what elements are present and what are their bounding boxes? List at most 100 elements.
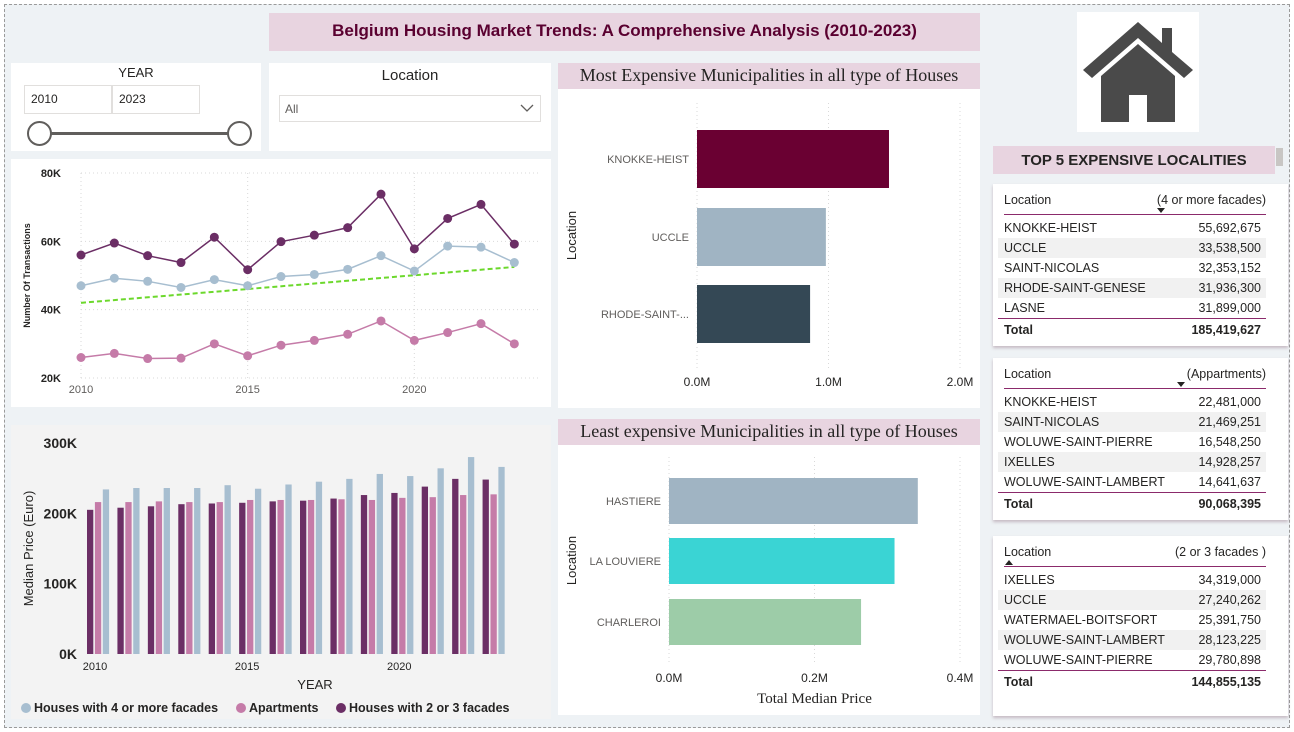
category-label: KNOKKE-HEIST (607, 154, 689, 166)
bar (239, 502, 246, 654)
col-value[interactable]: (4 or more facades) (1156, 193, 1266, 207)
series-line (80, 245, 515, 289)
bar (117, 507, 124, 654)
data-point (143, 251, 153, 261)
location-dropdown[interactable]: All (279, 95, 541, 122)
top5-scrollbar[interactable] (1276, 148, 1283, 166)
table-row[interactable]: KNOKKE-HEIST 55,692,675 (1004, 221, 1261, 235)
data-point (509, 258, 519, 268)
bar (315, 481, 323, 654)
legend-label: Houses with 4 or more facades (34, 701, 218, 715)
y-tick-label: 20K (41, 373, 61, 385)
y-tick-label: 80K (41, 168, 61, 180)
col-location[interactable]: Location (1004, 545, 1052, 559)
x-axis-label: Total Median Price (757, 691, 872, 707)
bar (208, 503, 216, 654)
y-tick-label: 100K (44, 576, 77, 592)
table-row[interactable]: WATERMAEL-BOITSFORT 25,391,750 (1004, 613, 1261, 627)
table-row[interactable]: WOLUWE-SAINT-PIERRE 29,780,898 (1004, 653, 1261, 667)
col-location[interactable]: Location (1004, 367, 1052, 381)
bar (376, 473, 383, 654)
data-point (409, 244, 419, 254)
bar (697, 208, 826, 266)
data-point (409, 335, 419, 345)
year-from-input[interactable]: 2010 (24, 85, 112, 114)
bar (368, 499, 376, 654)
x-tick-label: 2015 (235, 661, 259, 673)
table-row[interactable]: SAINT-NICOLAS 21,469,251 (998, 412, 1266, 432)
series-line (80, 192, 515, 271)
y-axis-label: Location (564, 536, 579, 585)
x-tick-label: 2010 (69, 384, 93, 396)
data-point (309, 269, 319, 279)
page-title: Belgium Housing Market Trends: A Compreh… (269, 13, 980, 51)
data-point (343, 264, 353, 274)
bar (178, 504, 185, 654)
least-expensive-chart: Least expensive Municipalities in all ty… (558, 419, 980, 715)
x-tick-label: 0.0M (684, 375, 711, 389)
transactions-line-chart: 80K 60K 40K 20K 2010 2015 2020 Number Of Transa… (22, 168, 541, 396)
data-point (143, 276, 153, 286)
bar (399, 497, 406, 654)
data-point (276, 272, 286, 282)
data-point (376, 251, 386, 261)
most-expensive-chart: Most Expensive Municipalities in all typ… (558, 63, 980, 408)
y-axis-label: Number Of Transactions (22, 223, 32, 328)
year-slicer: YEAR 2010 2023 (11, 63, 261, 151)
col-location[interactable]: Location (1004, 193, 1052, 207)
table-total: Total 144,855,135 (998, 670, 1266, 693)
data-point (209, 232, 219, 242)
table-row[interactable]: IXELLES 34,319,000 (1004, 573, 1261, 587)
data-point (243, 265, 253, 275)
most-expensive-title: Most Expensive Municipalities in all typ… (558, 63, 980, 89)
category-label: HASTIERE (606, 496, 661, 508)
category-label: LA LOUVIERE (589, 556, 661, 568)
year-slider-start-handle[interactable] (27, 121, 52, 146)
table-row[interactable]: LASNE 31,899,000 (1004, 301, 1261, 315)
most-expensive-bar-chart: 0.0M 1.0M 2.0M KNOKKE-HEIST UCCLE RHODE-SAINT… (564, 103, 973, 389)
data-point (443, 241, 453, 251)
year-to-input[interactable]: 2023 (112, 85, 200, 114)
bar (94, 502, 102, 654)
table-row[interactable]: WOLUWE-SAINT-LAMBERT 28,123,225 (998, 630, 1266, 650)
bar (338, 499, 345, 654)
year-slicer-label: YEAR (118, 65, 154, 80)
table-row[interactable]: WOLUWE-SAINT-LAMBERT 14,641,637 (1004, 475, 1261, 489)
table-row[interactable]: IXELLES 14,928,257 (998, 452, 1266, 472)
table-row[interactable]: UCCLE 33,538,500 (998, 238, 1266, 258)
bar (87, 509, 94, 654)
chevron-down-icon (520, 104, 534, 112)
year-slider-track[interactable] (39, 132, 239, 135)
x-tick-label: 2020 (387, 661, 411, 673)
year-slider-end-handle[interactable] (227, 121, 252, 146)
table-row[interactable]: UCCLE 27,240,262 (998, 590, 1266, 610)
data-point (309, 335, 319, 345)
table-row[interactable]: WOLUWE-SAINT-PIERRE 16,548,250 (1004, 435, 1261, 449)
bar (421, 486, 429, 654)
x-tick-label: 2010 (83, 661, 107, 673)
table-row[interactable]: KNOKKE-HEIST 22,481,000 (1004, 395, 1261, 409)
logo-card (1077, 12, 1199, 132)
bar (247, 499, 254, 654)
table-row[interactable]: RHODE-SAINT-GENESE 31,936,300 (998, 278, 1266, 298)
table-row[interactable]: SAINT-NICOLAS 32,353,152 (1004, 261, 1261, 275)
category-label: UCCLE (652, 232, 689, 244)
col-value[interactable]: (Appartments) (1186, 367, 1266, 381)
median-price-bar-chart: 300K 200K 100K 0K Median Price (Euro) 2010 201… (21, 435, 510, 715)
data-point (176, 353, 186, 363)
bar (697, 285, 811, 343)
bar (102, 489, 110, 654)
bar (330, 498, 337, 654)
trend-line (80, 265, 515, 304)
y-axis-label: Median Price (Euro) (21, 491, 36, 607)
col-value[interactable]: (2 or 3 facades ) (1174, 545, 1266, 559)
data-point (376, 316, 386, 326)
bar (269, 501, 276, 654)
bar (194, 488, 201, 654)
bar (437, 468, 444, 654)
y-tick-label: 60K (41, 236, 61, 248)
transactions-chart: 80K 60K 40K 20K 2010 2015 2020 Number Of Transa… (11, 159, 551, 407)
data-point (76, 281, 86, 291)
least-expensive-title: Least expensive Municipalities in all ty… (558, 419, 980, 445)
data-point (343, 223, 353, 233)
